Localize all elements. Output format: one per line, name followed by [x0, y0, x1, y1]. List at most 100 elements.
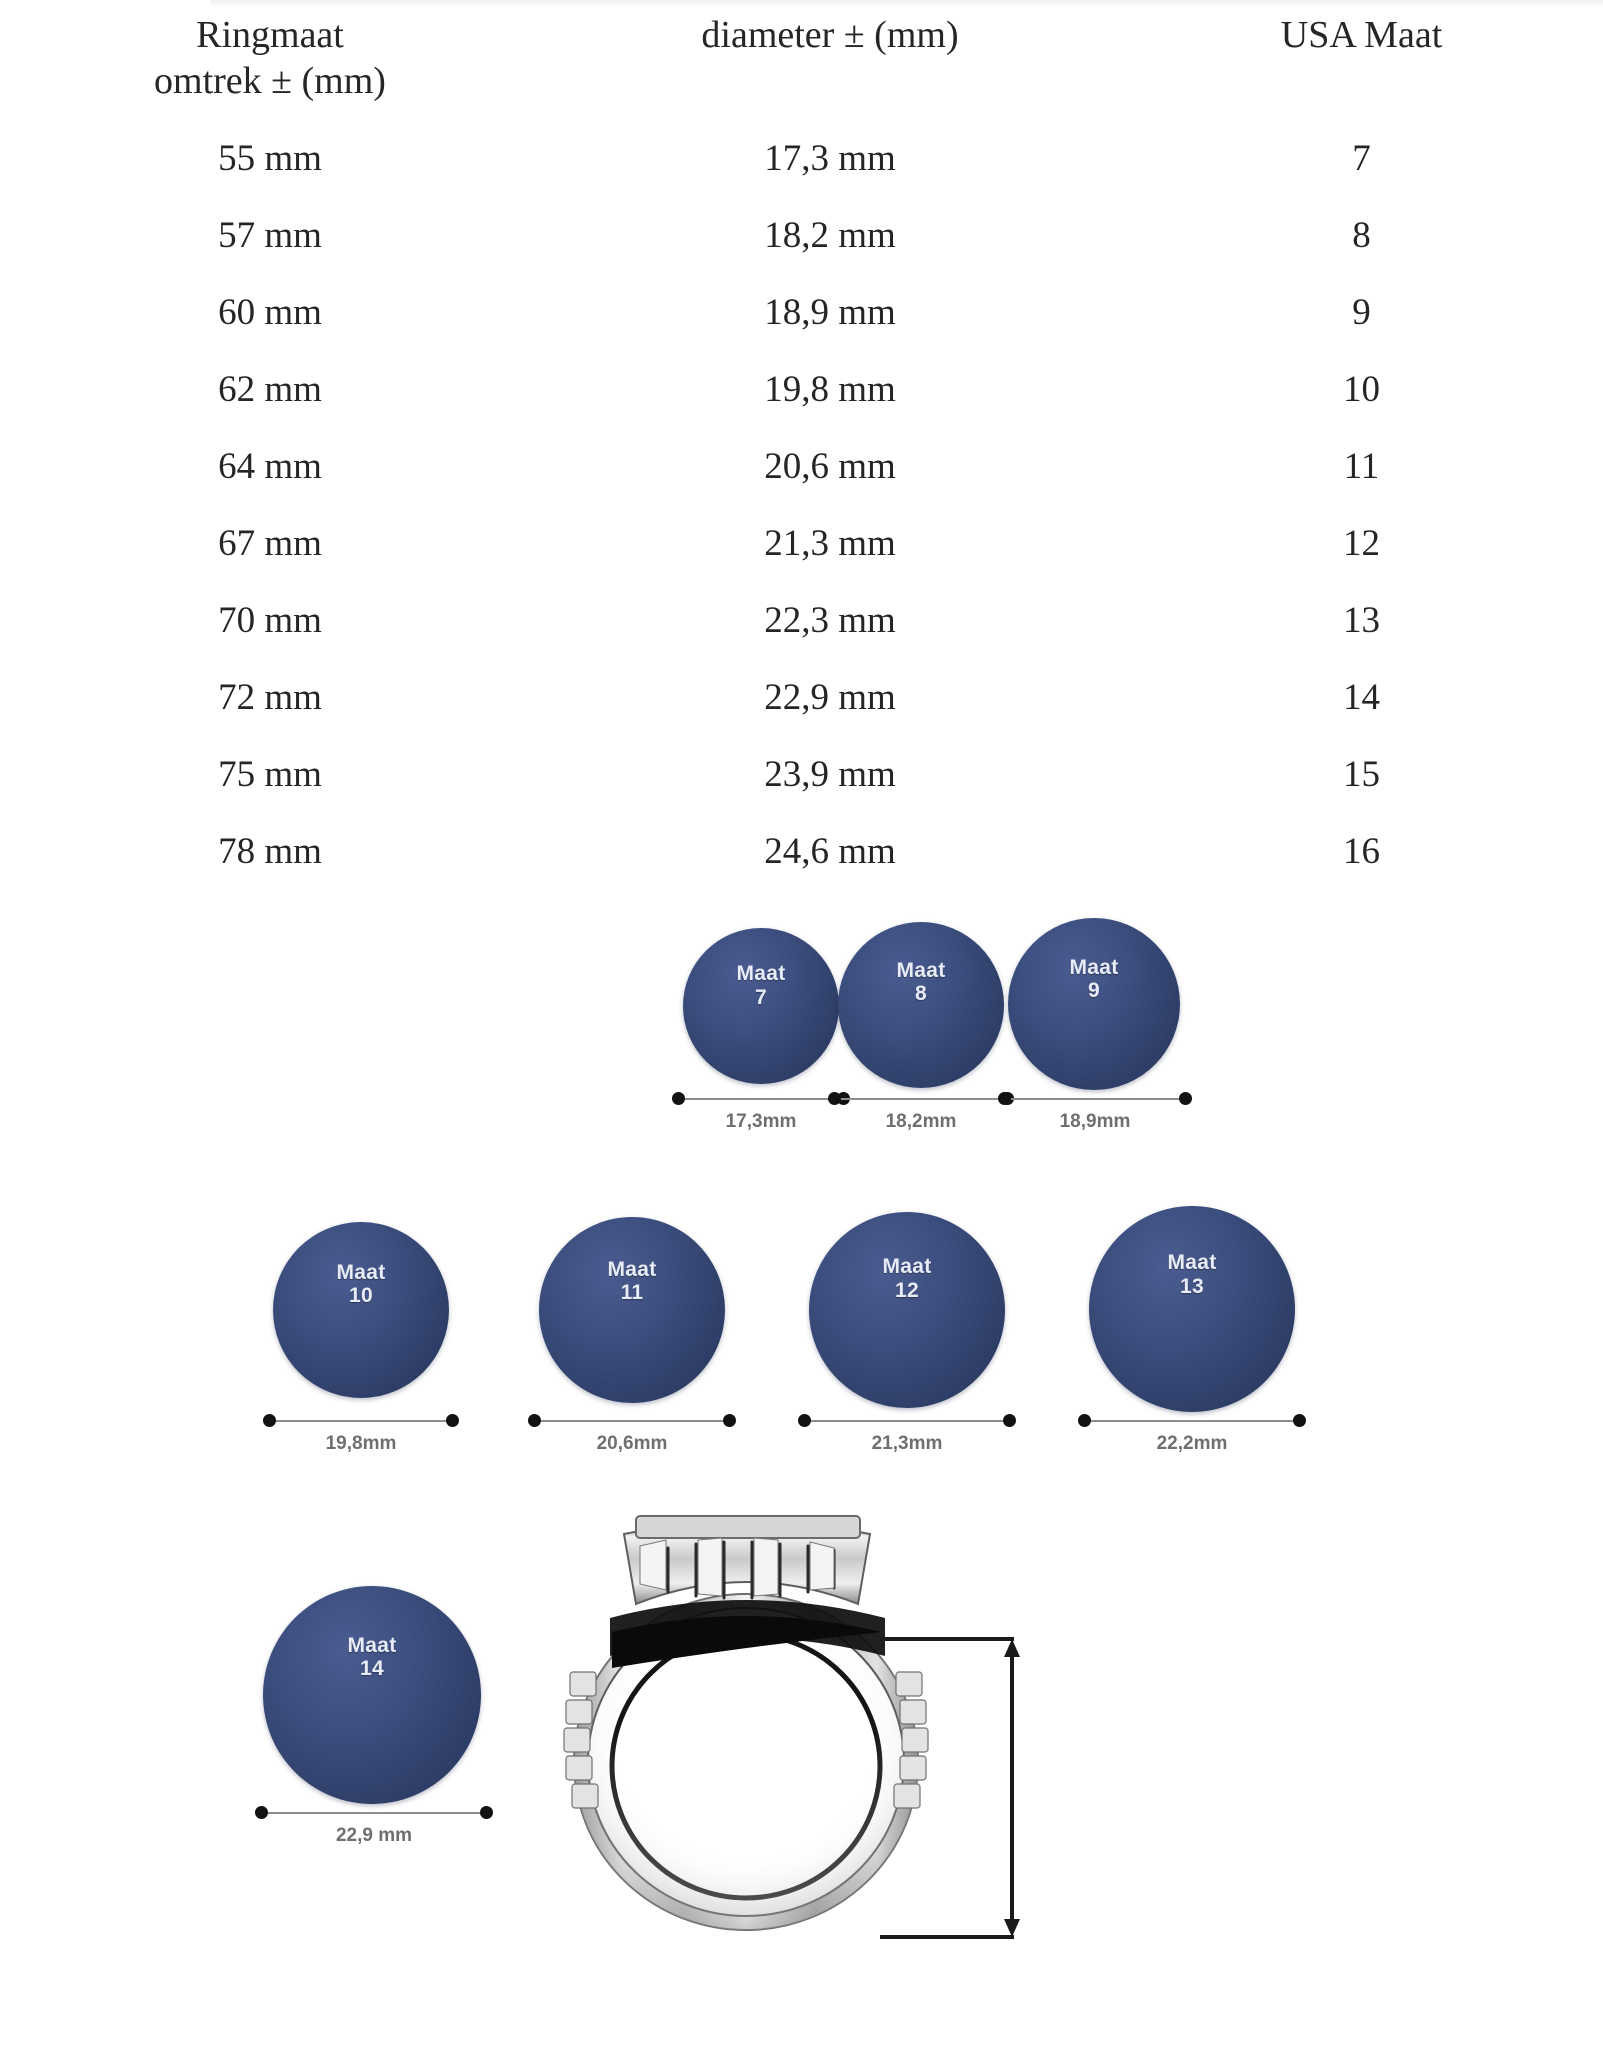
measure-line-stroke	[1084, 1420, 1300, 1422]
size-circle-number: 8	[915, 982, 927, 1006]
ring-size-table: Ringmaat omtrek ± (mm) diameter ± (mm) U…	[0, 12, 1603, 890]
size-circle-maat-10: Maat 10	[273, 1222, 449, 1398]
size-circle-label: Maat	[347, 1633, 397, 1657]
measure-endpoint-left-icon	[528, 1414, 541, 1427]
measure-bar-maat-8: 18,2mm	[828, 1092, 1014, 1133]
dimension-bracket-inner-diameter	[880, 1633, 1040, 1943]
cell-usa: 12	[1343, 523, 1380, 564]
measure-line-stroke	[261, 1812, 487, 1814]
size-circle-maat-12: Maat 12	[809, 1212, 1005, 1408]
size-circle-number: 10	[349, 1284, 373, 1308]
measure-endpoint-left-icon	[998, 1092, 1011, 1105]
cell-diameter: 24,6 mm	[764, 831, 896, 872]
measure-bar-maat-11: 20,6mm	[528, 1414, 736, 1455]
cell-diameter: 21,3 mm	[764, 523, 896, 564]
measure-bar-maat-12: 21,3mm	[798, 1414, 1016, 1455]
table-row: 72 mm 22,9 mm 14	[0, 659, 1603, 736]
measure-endpoint-left-icon	[672, 1092, 685, 1105]
cell-omtrek: 55 mm	[218, 138, 322, 179]
size-circle-maat-14: Maat 14	[263, 1586, 481, 1804]
table-row: 62 mm 19,8 mm 10	[0, 351, 1603, 428]
table-header-row: Ringmaat omtrek ± (mm) diameter ± (mm) U…	[0, 12, 1603, 120]
measure-line-stroke	[834, 1098, 1008, 1100]
measure-label: 22,9 mm	[335, 1825, 413, 1846]
cell-diameter: 18,9 mm	[764, 292, 896, 333]
cell-diameter: 18,2 mm	[764, 215, 896, 256]
measure-bar-maat-14: 22,9 mm	[255, 1806, 493, 1847]
size-circle-maat-13: Maat 13	[1089, 1206, 1295, 1412]
cell-omtrek: 70 mm	[218, 600, 322, 641]
size-table-body: 55 mm 17,3 mm 7 57 mm 18,2 mm 8 60 mm 18…	[0, 120, 1603, 890]
measure-line	[672, 1092, 850, 1106]
measure-endpoint-left-icon	[798, 1414, 811, 1427]
cell-usa: 10	[1343, 369, 1380, 410]
measure-endpoint-right-icon	[1003, 1414, 1016, 1427]
table-row: 60 mm 18,9 mm 9	[0, 274, 1603, 351]
cell-diameter: 17,3 mm	[764, 138, 896, 179]
measure-bar-maat-9: 18,9mm	[998, 1092, 1192, 1133]
cell-usa: 11	[1343, 446, 1380, 487]
cell-usa: 14	[1343, 677, 1380, 718]
measure-line-stroke	[269, 1420, 453, 1422]
measure-endpoint-right-icon	[723, 1414, 736, 1427]
size-circle-number: 14	[360, 1657, 384, 1681]
measure-line	[828, 1092, 1014, 1106]
cell-usa: 9	[1352, 292, 1371, 333]
cell-omtrek: 72 mm	[218, 677, 322, 718]
top-edge-band	[210, 0, 1603, 7]
size-circle-number: 13	[1180, 1274, 1204, 1298]
cell-omtrek: 78 mm	[218, 831, 322, 872]
measure-bar-maat-13: 22,2mm	[1078, 1414, 1306, 1455]
header-usa-maat-text: USA Maat	[1280, 14, 1443, 56]
table-row: 64 mm 20,6 mm 11	[0, 428, 1603, 505]
table-row: 55 mm 17,3 mm 7	[0, 120, 1603, 197]
size-circle-number: 12	[895, 1278, 919, 1302]
cell-usa: 13	[1343, 600, 1380, 641]
size-table-container: Ringmaat omtrek ± (mm) diameter ± (mm) U…	[0, 12, 1603, 890]
measure-endpoint-right-icon	[446, 1414, 459, 1427]
size-circle-maat-9: Maat 9	[1008, 918, 1180, 1090]
size-circle-maat-11: Maat 11	[539, 1217, 725, 1403]
table-row: 78 mm 24,6 mm 16	[0, 813, 1603, 890]
measure-line-stroke	[678, 1098, 844, 1100]
table-row: 70 mm 22,3 mm 13	[0, 582, 1603, 659]
cell-diameter: 22,3 mm	[764, 600, 896, 641]
header-diameter-text: diameter ± (mm)	[701, 14, 959, 56]
size-circle-number: 7	[755, 985, 767, 1009]
cell-diameter: 19,8 mm	[764, 369, 896, 410]
measure-line-stroke	[534, 1420, 730, 1422]
header-ringmaat-line2: omtrek ± (mm)	[154, 60, 386, 103]
measure-line	[263, 1414, 459, 1428]
measure-endpoint-right-icon	[480, 1806, 493, 1819]
measure-endpoint-left-icon	[255, 1806, 268, 1819]
cell-usa: 7	[1352, 138, 1371, 179]
size-circle-label: Maat	[882, 1255, 932, 1279]
size-circle-number: 11	[620, 1281, 644, 1305]
size-circle-maat-7: Maat 7	[683, 928, 839, 1084]
table-row: 67 mm 21,3 mm 12	[0, 505, 1603, 582]
measure-endpoint-right-icon	[1293, 1414, 1306, 1427]
cell-usa: 8	[1352, 215, 1371, 256]
header-diameter: diameter ± (mm)	[540, 12, 1120, 120]
measure-endpoint-left-icon	[263, 1414, 276, 1427]
cell-diameter: 23,9 mm	[764, 754, 896, 795]
size-circle-label: Maat	[736, 962, 786, 986]
header-ringmaat-omtrek: Ringmaat omtrek ± (mm)	[0, 12, 540, 120]
size-circle-label: Maat	[607, 1257, 657, 1281]
ring-illustration	[540, 1500, 960, 1940]
cell-diameter: 20,6 mm	[764, 446, 896, 487]
measure-line	[798, 1414, 1016, 1428]
cell-omtrek: 67 mm	[218, 523, 322, 564]
measure-label: 20,6mm	[596, 1433, 668, 1454]
header-ringmaat-line1: Ringmaat	[196, 14, 344, 56]
measure-line-stroke	[1004, 1098, 1186, 1100]
measure-line	[528, 1414, 736, 1428]
measure-line	[998, 1092, 1192, 1106]
size-circle-label: Maat	[1167, 1251, 1217, 1275]
size-circle-label: Maat	[1069, 955, 1119, 979]
cell-usa: 16	[1343, 831, 1380, 872]
measure-line-stroke	[804, 1420, 1010, 1422]
measure-label: 18,9mm	[1059, 1111, 1131, 1132]
cell-omtrek: 75 mm	[218, 754, 322, 795]
